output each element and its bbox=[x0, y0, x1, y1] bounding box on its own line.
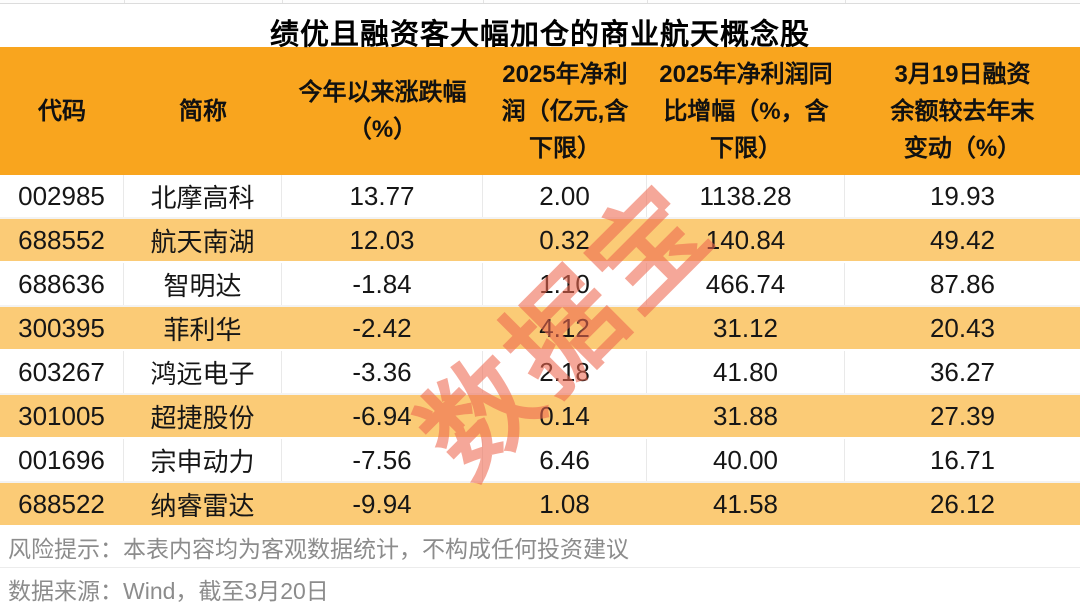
column-header-name: 简称 bbox=[179, 97, 227, 125]
table-row: 002985 北摩高科 13.77 2.00 1138.28 19.93 bbox=[0, 175, 1080, 219]
table-row: 301005 超捷股份 -6.94 0.14 31.88 27.39 bbox=[0, 395, 1080, 439]
column-header-margin: 3月19日融资 余额较去年末 变动（%） bbox=[890, 60, 1035, 162]
table-row: 688552 航天南湖 12.03 0.32 140.84 49.42 bbox=[0, 219, 1080, 263]
table-row: 688636 智明达 -1.84 1.10 466.74 87.86 bbox=[0, 263, 1080, 307]
table-row: 001696 宗申动力 -7.56 6.46 40.00 16.71 bbox=[0, 439, 1080, 483]
cell-yoy: 140.84 bbox=[705, 224, 786, 255]
column-header-profit: 2025年净利 润（亿元,含 下限） bbox=[501, 60, 629, 162]
cell-chg: -7.56 bbox=[282, 439, 483, 481]
cell-code: 688522 bbox=[18, 488, 105, 519]
top-strip-divider bbox=[647, 0, 648, 3]
top-strip-divider bbox=[483, 0, 484, 3]
cell-code: 301005 bbox=[18, 400, 105, 431]
top-strip-divider bbox=[124, 0, 125, 3]
cell-chg: -1.84 bbox=[282, 263, 483, 305]
cell-margin: 19.93 bbox=[929, 180, 996, 211]
top-strip-divider bbox=[282, 0, 283, 3]
cell-margin: 20.43 bbox=[929, 312, 996, 343]
cell-code: 001696 bbox=[0, 439, 124, 481]
table-row: 603267 鸿远电子 -3.36 2.18 41.80 36.27 bbox=[0, 351, 1080, 395]
cell-chg: -9.94 bbox=[352, 488, 412, 519]
cell-chg: 12.03 bbox=[349, 224, 415, 255]
cell-margin: 87.86 bbox=[929, 268, 996, 299]
cell-yoy: 31.12 bbox=[712, 312, 779, 343]
top-edge-remnant bbox=[0, 0, 1080, 4]
cell-name: 菲利华 bbox=[163, 314, 242, 345]
stock-table: 代码 简称 今年以来涨跌幅 （%） 2025年净利 润（亿元,含 下限） 2025年净利… bbox=[0, 47, 1080, 527]
risk-note: 风险提示：本表内容均为客观数据统计，不构成任何投资建议 bbox=[8, 536, 629, 562]
cell-chg: -3.36 bbox=[282, 351, 483, 393]
cell-code: 300395 bbox=[18, 312, 105, 343]
cell-yoy: 1138.28 bbox=[647, 175, 845, 217]
footer-divider bbox=[0, 567, 1080, 568]
cell-yoy: 31.88 bbox=[712, 400, 779, 431]
cell-code: 688552 bbox=[18, 224, 105, 255]
cell-profit: 0.14 bbox=[539, 400, 590, 431]
cell-margin: 27.39 bbox=[929, 400, 996, 431]
cell-profit: 2.00 bbox=[483, 175, 647, 217]
cell-name: 北摩高科 bbox=[124, 175, 282, 217]
cell-margin: 36.27 bbox=[929, 356, 996, 387]
cell-profit: 4.12 bbox=[539, 312, 590, 343]
cell-code: 688636 bbox=[0, 263, 124, 305]
cell-profit: 1.08 bbox=[539, 488, 590, 519]
cell-margin: 26.12 bbox=[929, 488, 996, 519]
cell-name: 超捷股份 bbox=[150, 402, 255, 433]
cell-profit: 0.32 bbox=[539, 224, 590, 255]
top-strip-divider bbox=[845, 0, 846, 3]
cell-code: 002985 bbox=[0, 175, 124, 217]
table-body: 002985 北摩高科 13.77 2.00 1138.28 19.93 688552 航天南… bbox=[0, 175, 1080, 527]
column-header-yoy: 2025年净利润同 比增幅（%，含 下限） bbox=[659, 60, 833, 162]
cell-profit: 6.46 bbox=[483, 439, 647, 481]
cell-name: 航天南湖 bbox=[150, 226, 255, 257]
table-row: 688522 纳睿雷达 -9.94 1.08 41.58 26.12 bbox=[0, 483, 1080, 527]
cell-margin: 49.42 bbox=[929, 224, 996, 255]
table-header-row: 代码 简称 今年以来涨跌幅 （%） 2025年净利 润（亿元,含 下限） 2025年净利… bbox=[0, 47, 1080, 175]
page-title: 绩优且融资客大幅加仓的商业航天概念股 bbox=[269, 19, 810, 51]
cell-name: 鸿远电子 bbox=[124, 351, 282, 393]
column-header-code: 代码 bbox=[38, 97, 86, 125]
cell-yoy: 41.80 bbox=[647, 351, 845, 393]
cell-yoy: 466.74 bbox=[647, 263, 845, 305]
cell-code: 603267 bbox=[0, 351, 124, 393]
cell-yoy: 40.00 bbox=[647, 439, 845, 481]
cell-name: 智明达 bbox=[124, 263, 282, 305]
column-header-chg: 今年以来涨跌幅 （%） bbox=[298, 79, 467, 143]
cell-profit: 1.10 bbox=[483, 263, 647, 305]
cell-margin: 16.71 bbox=[929, 444, 996, 475]
cell-chg: 13.77 bbox=[282, 175, 483, 217]
cell-yoy: 41.58 bbox=[712, 488, 779, 519]
cell-chg: -2.42 bbox=[352, 312, 412, 343]
table-footer: 风险提示：本表内容均为客观数据统计，不构成任何投资建议 数据来源：Wind，截至… bbox=[0, 527, 1080, 610]
cell-profit: 2.18 bbox=[483, 351, 647, 393]
cell-chg: -6.94 bbox=[352, 400, 412, 431]
table-row: 300395 菲利华 -2.42 4.12 31.12 20.43 bbox=[0, 307, 1080, 351]
data-source: 数据来源：Wind，截至3月20日 bbox=[8, 578, 329, 604]
cell-name: 纳睿雷达 bbox=[150, 490, 255, 521]
cell-name: 宗申动力 bbox=[124, 439, 282, 481]
